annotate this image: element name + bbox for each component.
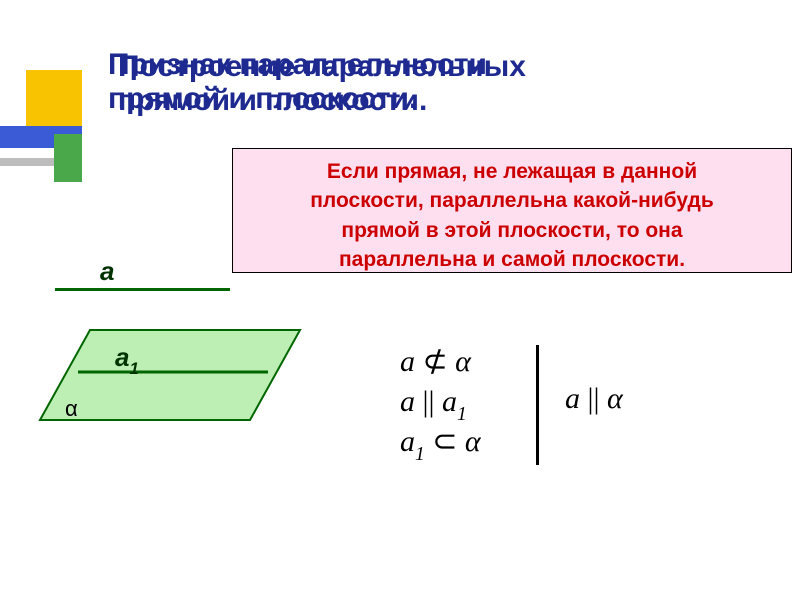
brace [536,345,539,465]
label-a1: a1 [115,342,139,377]
label-alpha: α [65,396,78,422]
math-row: a ⊄ α [400,342,481,382]
plane-alpha [0,0,340,440]
math-row: a1 ⊂ α [400,422,481,462]
math-row: a || a1 [400,382,481,422]
math-conclusion: a || α [565,382,623,416]
math-premises: a ⊄ αa || a1a1 ⊂ α [400,342,481,462]
